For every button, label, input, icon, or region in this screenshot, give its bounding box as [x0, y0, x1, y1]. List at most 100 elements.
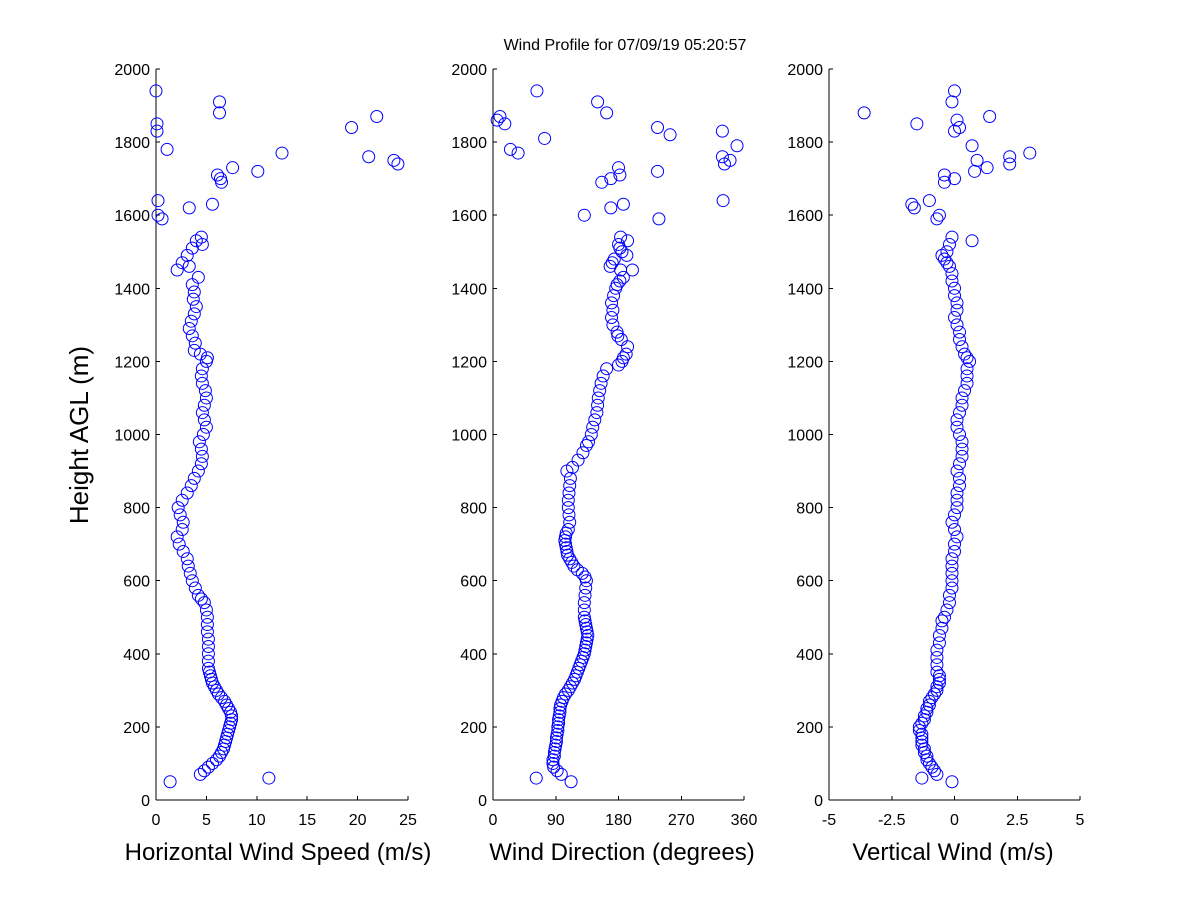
- data-point: [201, 639, 215, 653]
- x-tick-label: 270: [668, 812, 695, 829]
- data-point: [910, 117, 924, 131]
- data-point: [955, 398, 969, 412]
- data-point: [554, 767, 568, 781]
- data-point: [937, 610, 951, 624]
- data-point: [610, 278, 624, 292]
- data-point: [613, 168, 627, 182]
- data-point: [950, 296, 964, 310]
- data-point: [175, 493, 189, 507]
- data-point: [209, 683, 223, 697]
- data-point: [945, 566, 959, 580]
- data-point: [184, 479, 198, 493]
- data-point: [567, 559, 581, 573]
- data-point: [180, 486, 194, 500]
- data-point: [577, 208, 591, 222]
- data-point: [932, 629, 946, 643]
- data-point: [942, 259, 956, 273]
- data-point: [945, 230, 959, 244]
- data-point: [948, 281, 961, 295]
- data-point: [932, 672, 946, 686]
- data-point: [960, 351, 974, 365]
- data-point: [586, 420, 600, 434]
- data-point: [149, 84, 163, 98]
- data-point: [600, 362, 614, 376]
- data-point: [716, 194, 730, 208]
- data-point: [150, 117, 164, 131]
- data-point: [224, 705, 238, 719]
- data-point: [948, 523, 961, 537]
- y-tick-label: 200: [123, 720, 150, 737]
- data-point: [953, 120, 967, 134]
- data-point: [945, 775, 959, 789]
- y-tick-label: 1400: [787, 281, 823, 298]
- data-point: [210, 168, 224, 182]
- data-point: [905, 197, 919, 211]
- data-point: [965, 234, 979, 248]
- data-point: [605, 311, 619, 325]
- y-tick-label: 800: [460, 501, 487, 518]
- y-tick-label: 1600: [451, 208, 487, 225]
- data-point: [940, 245, 954, 259]
- data-point: [562, 508, 576, 522]
- data-point: [953, 457, 967, 471]
- data-point: [616, 197, 630, 211]
- data-point: [922, 756, 936, 770]
- data-point: [564, 775, 578, 789]
- data-point: [953, 332, 967, 346]
- data-point: [930, 643, 944, 657]
- y-tick-label: 1200: [787, 354, 823, 371]
- data-point: [176, 515, 190, 529]
- data-point: [1023, 146, 1037, 160]
- data-point: [187, 307, 201, 321]
- data-point: [163, 775, 177, 789]
- data-point: [960, 376, 974, 390]
- data-point: [912, 720, 926, 734]
- y-tick-label: 1200: [114, 354, 150, 371]
- x-tick-label: -2.5: [878, 812, 906, 829]
- data-point: [201, 654, 215, 668]
- data-point: [945, 552, 959, 566]
- data-point: [200, 610, 214, 624]
- y-tick-label: 400: [796, 647, 823, 664]
- data-point: [200, 351, 214, 365]
- data-point: [940, 256, 954, 270]
- data-point: [563, 515, 577, 529]
- data-point: [182, 201, 196, 215]
- y-tick-label: 1000: [114, 428, 150, 445]
- y-tick-label: 600: [460, 574, 487, 591]
- data-point: [561, 523, 575, 537]
- data-point: [968, 164, 982, 178]
- data-point: [620, 248, 634, 262]
- x-tick-label: -5: [822, 812, 836, 829]
- data-point: [950, 464, 964, 478]
- data-point: [942, 596, 956, 610]
- data-point: [927, 764, 941, 778]
- data-point: [955, 449, 969, 463]
- data-point: [201, 647, 215, 661]
- data-point: [953, 428, 967, 441]
- data-point: [953, 471, 967, 485]
- data-point: [571, 453, 585, 467]
- x-tick-label: 180: [605, 812, 632, 829]
- data-point: [945, 559, 959, 573]
- data-point: [593, 384, 607, 398]
- data-point: [606, 303, 620, 317]
- data-point: [188, 581, 202, 595]
- data-point: [565, 676, 579, 690]
- data-point: [591, 391, 605, 405]
- data-point: [196, 428, 210, 441]
- y-tick-label: 1400: [114, 281, 150, 298]
- data-point: [195, 362, 209, 376]
- data-point: [170, 263, 184, 277]
- data-point: [565, 555, 579, 569]
- data-point: [151, 208, 165, 222]
- data-point: [950, 530, 964, 544]
- data-point: [604, 172, 618, 186]
- data-point: [201, 632, 215, 646]
- data-point: [606, 318, 620, 332]
- data-point: [603, 259, 617, 273]
- data-point: [663, 128, 677, 142]
- data-point: [561, 493, 575, 507]
- data-point: [563, 471, 577, 485]
- data-point: [600, 106, 614, 120]
